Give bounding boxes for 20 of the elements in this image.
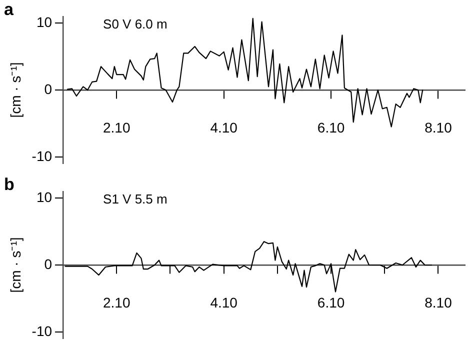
x-tick-label: 4.10 [210, 119, 238, 136]
annotation: S0 V 6.0 m [103, 16, 168, 32]
y-axis-title: [cm · s⁻¹] [7, 237, 24, 293]
y-tick-label: 0 [44, 80, 52, 97]
chart-title: a [4, 0, 14, 19]
x-tick-label: 6.10 [317, 119, 345, 136]
chart-title: b [4, 174, 14, 194]
y-tick-label: 10 [36, 188, 52, 205]
x-tick-label: 2.10 [103, 119, 130, 136]
y-axis-title: [cm · s⁻¹] [7, 62, 24, 118]
y-tick-label: 0 [44, 256, 52, 272]
x-tick-label: 4.10 [210, 294, 238, 310]
y-tick-label: -10 [32, 322, 52, 339]
annotation: S1 V 5.5 m [103, 191, 168, 206]
x-tick-label: 8.10 [424, 119, 452, 136]
x-tick-label: 8.10 [424, 294, 452, 310]
y-tick-label: -10 [32, 148, 52, 164]
y-tick-label: 10 [36, 14, 52, 30]
x-tick-label: 6.10 [317, 294, 345, 310]
x-tick-label: 2.10 [103, 294, 130, 310]
